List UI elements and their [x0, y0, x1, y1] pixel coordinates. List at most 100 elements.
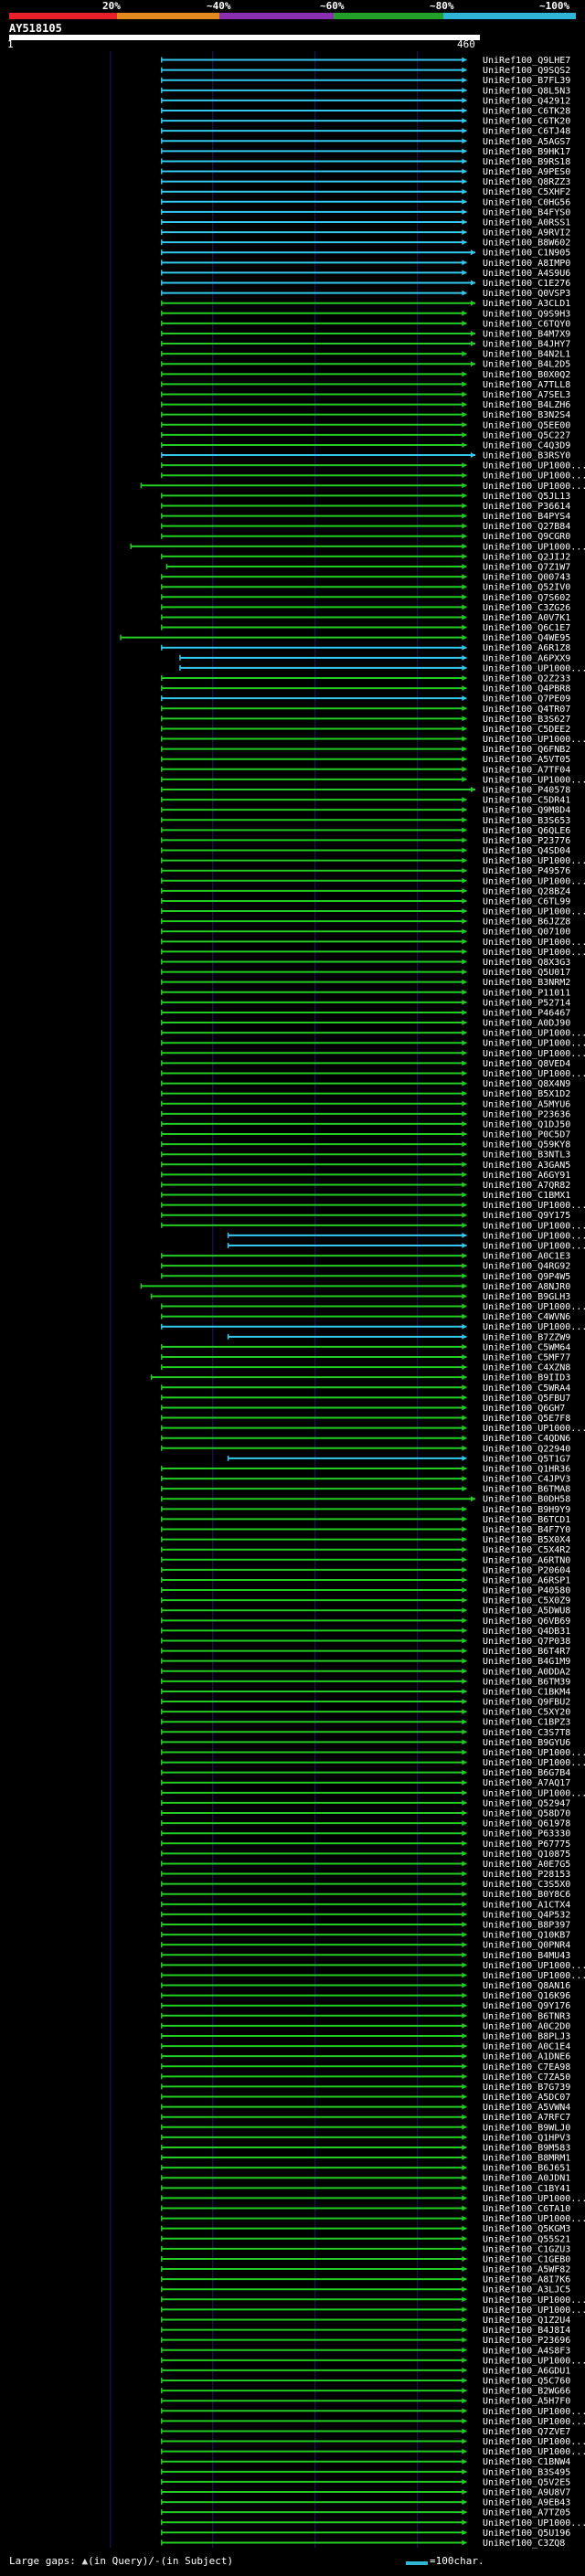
hit-label[interactable]: UniRef100_C4WVN6	[483, 1312, 570, 1322]
hit-label[interactable]: UniRef100_Q5C760	[483, 2377, 570, 2387]
hit-label[interactable]: UniRef100_Q6GH7	[483, 1404, 565, 1414]
hit-label[interactable]: UniRef100_UP1000...	[483, 1322, 585, 1332]
hit-label[interactable]: UniRef100_C5DEE2	[483, 725, 570, 735]
hit-label[interactable]: UniRef100_UP1000...	[483, 2356, 585, 2366]
hit-label[interactable]: UniRef100_A5DWU8	[483, 1606, 570, 1617]
hit-label[interactable]: UniRef100_A1CTX4	[483, 1900, 570, 1910]
hit-label[interactable]: UniRef100_Q52IV0	[483, 583, 570, 593]
hit-label[interactable]: UniRef100_C4Q3D9	[483, 440, 570, 451]
hit-label[interactable]: UniRef100_Q7ZVE7	[483, 2427, 570, 2437]
hit-label[interactable]: UniRef100_A0DJ90	[483, 1019, 570, 1029]
hit-label[interactable]: UniRef100_UP1000...	[483, 2194, 585, 2204]
hit-label[interactable]: UniRef100_B4MU43	[483, 1951, 570, 1961]
hit-label[interactable]: UniRef100_B6TMA8	[483, 1485, 570, 1495]
hit-label[interactable]: UniRef100_A6GDU1	[483, 2366, 570, 2376]
hit-label[interactable]: UniRef100_B8MRM1	[483, 2154, 570, 2164]
hit-label[interactable]: UniRef100_B6TCD1	[483, 1515, 570, 1525]
hit-label[interactable]: UniRef100_C3S5X0	[483, 1880, 570, 1890]
hit-label[interactable]: UniRef100_A0E7G5	[483, 1860, 570, 1870]
hit-label[interactable]: UniRef100_B9WLJ0	[483, 2123, 570, 2133]
hit-label[interactable]: UniRef100_C6TK28	[483, 106, 570, 116]
hit-label[interactable]: UniRef100_B4JHY7	[483, 340, 570, 350]
hit-label[interactable]: UniRef100_B0X0Q2	[483, 370, 570, 380]
hit-label[interactable]: UniRef100_A5AGS7	[483, 137, 570, 147]
hit-label[interactable]: UniRef100_B3S495	[483, 2467, 570, 2477]
hit-label[interactable]: UniRef100_P20604	[483, 1565, 570, 1575]
hit-label[interactable]: UniRef100_P11011	[483, 988, 570, 998]
hit-label[interactable]: UniRef100_C6TL99	[483, 896, 570, 906]
hit-label[interactable]: UniRef100_B9HK17	[483, 147, 570, 157]
hit-label[interactable]: UniRef100_Q5C227	[483, 430, 570, 440]
hit-label[interactable]: UniRef100_UP1000...	[483, 1748, 585, 1758]
hit-label[interactable]: UniRef100_Q00743	[483, 573, 570, 583]
hit-label[interactable]: UniRef100_B7FL39	[483, 76, 570, 86]
hit-label[interactable]: UniRef100_C6TK20	[483, 117, 570, 127]
hit-label[interactable]: UniRef100_Q9Y175	[483, 1211, 570, 1221]
hit-label[interactable]: UniRef100_P40578	[483, 785, 570, 795]
hit-label[interactable]: UniRef100_B3RSY0	[483, 451, 570, 461]
hit-label[interactable]: UniRef100_B4PYS4	[483, 512, 570, 522]
hit-label[interactable]: UniRef100_A7TLL8	[483, 380, 570, 390]
hit-label[interactable]: UniRef100_Q8VED4	[483, 1059, 570, 1069]
hit-label[interactable]: UniRef100_C5XHF2	[483, 187, 570, 197]
hit-label[interactable]: UniRef100_B2WG66	[483, 2387, 570, 2397]
hit-label[interactable]: UniRef100_Q4P532	[483, 1910, 570, 1920]
hit-label[interactable]: UniRef100_C6TA10	[483, 2204, 570, 2214]
hit-label[interactable]: UniRef100_Q2Z233	[483, 674, 570, 684]
hit-label[interactable]: UniRef100_UP1000...	[483, 1788, 585, 1798]
hit-label[interactable]: UniRef100_UP1000...	[483, 472, 585, 482]
hit-label[interactable]: UniRef100_B4G1M9	[483, 1657, 570, 1667]
hit-label[interactable]: UniRef100_C1GEB0	[483, 2254, 570, 2264]
hit-label[interactable]: UniRef100_A0C1E3	[483, 1252, 570, 1262]
hit-label[interactable]: UniRef100_B7G739	[483, 2083, 570, 2093]
hit-label[interactable]: UniRef100_A8IMP0	[483, 259, 570, 269]
hit-label[interactable]: UniRef100_C1N905	[483, 249, 570, 259]
hit-label[interactable]: UniRef100_P40580	[483, 1586, 570, 1596]
hit-label[interactable]: UniRef100_UP1000...	[483, 1069, 585, 1079]
hit-label[interactable]: UniRef100_C1GZU3	[483, 2244, 570, 2254]
hit-label[interactable]: UniRef100_A0RSS1	[483, 217, 570, 228]
hit-label[interactable]: UniRef100_A6RTN0	[483, 1555, 570, 1565]
hit-label[interactable]: UniRef100_A7RFC7	[483, 2113, 570, 2123]
hit-label[interactable]: UniRef100_P23696	[483, 2336, 570, 2346]
hit-label[interactable]: UniRef100_B7ZZW9	[483, 1332, 570, 1342]
hit-label[interactable]: UniRef100_A9RVI2	[483, 228, 570, 239]
hit-label[interactable]: UniRef100_C4QDN6	[483, 1434, 570, 1444]
hit-label[interactable]: UniRef100_A3LJC5	[483, 2285, 570, 2295]
hit-label[interactable]: UniRef100_B4FYS0	[483, 207, 570, 217]
hit-label[interactable]: UniRef100_Q4WE95	[483, 633, 570, 643]
hit-label[interactable]: UniRef100_A5DC07	[483, 2093, 570, 2103]
hit-label[interactable]: UniRef100_A0C1E4	[483, 2042, 570, 2052]
hit-label[interactable]: UniRef100_UP1000...	[483, 1758, 585, 1768]
hit-label[interactable]: UniRef100_A8NJR0	[483, 1282, 570, 1292]
hit-label[interactable]: UniRef100_Q1HPV3	[483, 2133, 570, 2143]
hit-label[interactable]: UniRef100_UP1000...	[483, 2417, 585, 2427]
hit-label[interactable]: UniRef100_B6TNR3	[483, 2011, 570, 2021]
hit-label[interactable]: UniRef100_P23776	[483, 836, 570, 846]
hit-label[interactable]: UniRef100_A7QR82	[483, 1181, 570, 1191]
hit-label[interactable]: UniRef100_C4XZN8	[483, 1363, 570, 1373]
hit-label[interactable]: UniRef100_Q1Z2U4	[483, 2316, 570, 2326]
hit-label[interactable]: UniRef100_UP1000...	[483, 542, 585, 552]
hit-label[interactable]: UniRef100_C5XY20	[483, 1708, 570, 1718]
hit-label[interactable]: UniRef100_Q4TR07	[483, 705, 570, 715]
hit-label[interactable]: UniRef100_B9IID3	[483, 1373, 570, 1383]
hit-label[interactable]: UniRef100_Q4RG92	[483, 1262, 570, 1272]
hit-label[interactable]: UniRef100_C5X0Z9	[483, 1596, 570, 1606]
hit-label[interactable]: UniRef100_B4L2D5	[483, 360, 570, 370]
hit-label[interactable]: UniRef100_A7AQ17	[483, 1778, 570, 1788]
hit-label[interactable]: UniRef100_Q4SD04	[483, 846, 570, 856]
hit-label[interactable]: UniRef100_UP1000...	[483, 907, 585, 917]
hit-label[interactable]: UniRef100_UP1000...	[483, 1231, 585, 1241]
hit-label[interactable]: UniRef100_A8I7K6	[483, 2275, 570, 2285]
hit-label[interactable]: UniRef100_Q10KB7	[483, 1931, 570, 1941]
hit-label[interactable]: UniRef100_A5VT05	[483, 755, 570, 765]
hit-label[interactable]: UniRef100_Q7S602	[483, 593, 570, 603]
hit-label[interactable]: UniRef100_P63330	[483, 1829, 570, 1839]
hit-label[interactable]: UniRef100_B6TM39	[483, 1677, 570, 1687]
hit-label[interactable]: UniRef100_UP1000...	[483, 2295, 585, 2306]
hit-label[interactable]: UniRef100_C5MF77	[483, 1352, 570, 1362]
hit-label[interactable]: UniRef100_Q4PBR8	[483, 684, 570, 694]
hit-label[interactable]: UniRef100_Q8RZZ3	[483, 177, 570, 187]
hit-label[interactable]: UniRef100_B4LZH6	[483, 400, 570, 410]
